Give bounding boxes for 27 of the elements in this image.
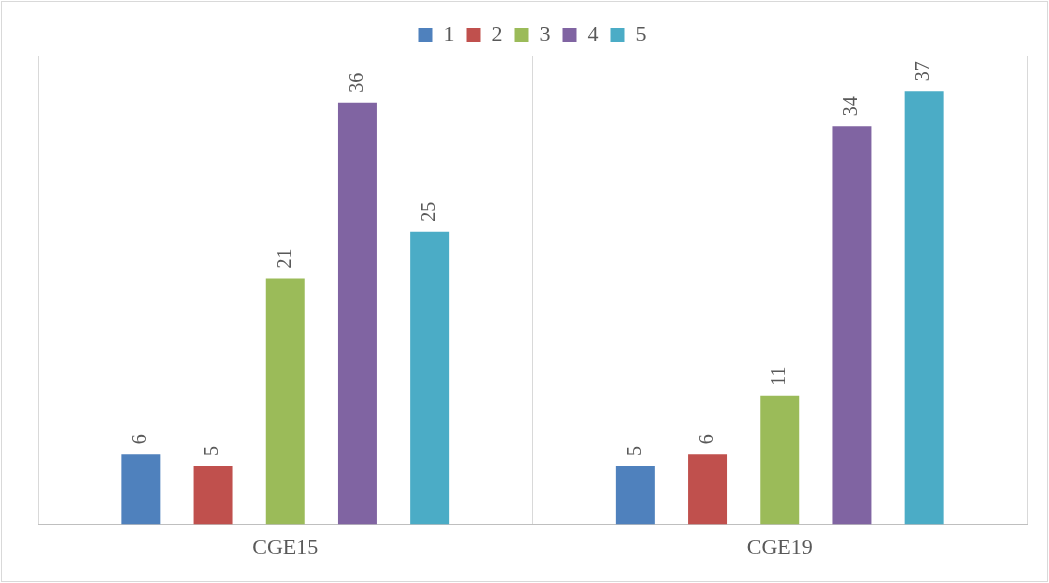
bar [193,466,233,525]
data-label: 21 [272,248,295,269]
legend-label: 1 [443,20,455,46]
data-label: 5 [200,446,223,457]
bar [688,454,728,525]
bar [265,278,305,525]
x-tick-label: CGE15 [252,533,319,559]
bar [121,454,161,525]
legend-label: 2 [491,20,503,46]
legend-label: 4 [587,20,599,46]
data-label: 5 [622,446,645,457]
bar [410,231,450,525]
data-label: 34 [839,96,862,117]
bar [832,126,872,525]
data-label: 11 [767,366,789,386]
legend-label: 3 [539,20,551,46]
bar [337,102,377,525]
bar [760,395,800,525]
bar [615,466,655,525]
data-label: 6 [694,434,717,445]
data-label: 6 [128,434,151,445]
x-tick-label: CGE19 [746,533,813,559]
bar [904,91,944,525]
data-label: 36 [344,72,367,93]
data-label: 25 [416,201,439,222]
data-label: 37 [911,61,934,82]
legend-label: 5 [635,20,647,46]
